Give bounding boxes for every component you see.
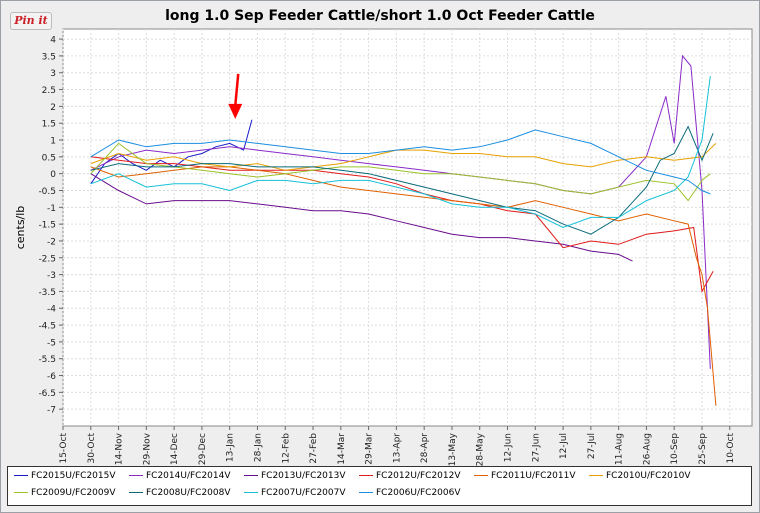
x-tick-label: 14-Mar (337, 433, 347, 465)
legend-swatch (129, 492, 143, 493)
legend-label: FC2009U/FC2009V (31, 488, 116, 498)
x-tick-label: 14-Dec (170, 433, 180, 465)
legend-item: FC2008U/FC2008V (129, 488, 231, 498)
legend-label: FC2013U/FC2013V (261, 471, 346, 481)
series-group (90, 54, 717, 406)
x-tick-label: 15-Oct (59, 433, 69, 464)
x-tick-label: 28-May (476, 432, 486, 466)
plot-area (62, 28, 753, 427)
chart-title: long 1.0 Sep Feeder Cattle/short 1.0 Oct… (165, 8, 595, 24)
x-tick-label: 12-Jul (559, 433, 569, 459)
legend-label: FC2012U/FC2012V (376, 471, 461, 481)
x-tick-label: 27-Feb (309, 433, 319, 464)
y-tick-label: -2 (47, 237, 56, 247)
y-tick-label: -6.5 (38, 389, 56, 399)
legend-swatch (359, 492, 373, 493)
legend-item: FC2012U/FC2012V (359, 471, 461, 481)
y-tick-label: 1 (50, 137, 56, 147)
y-tick-label: 0.5 (42, 153, 56, 163)
legend-label: FC2010U/FC2010V (606, 471, 691, 481)
y-tick-label: -0.5 (38, 187, 56, 197)
y-tick-label: 3.5 (42, 52, 56, 62)
x-tick-label: 10-Oct (726, 433, 736, 464)
legend-swatch (474, 475, 488, 476)
x-tick-label: 14-Nov (115, 432, 125, 465)
x-tick-label: 26-Aug (642, 433, 652, 465)
x-tick-label: 13-Apr (392, 433, 402, 463)
y-tick-label: 4 (50, 36, 56, 46)
legend-swatch (244, 492, 258, 493)
series-line (90, 76, 711, 229)
y-tick-label: -1.5 (38, 221, 56, 231)
legend-item: FC2007U/FC2007V (244, 488, 346, 498)
arrow-shaft (234, 73, 240, 106)
legend-label: FC2015U/FC2015V (31, 471, 116, 481)
legend-label: FC2014U/FC2014V (146, 471, 231, 481)
y-tick-label: -5.5 (38, 355, 56, 365)
chart-svg: 4 3.5 3 2.5 2 1.5 1 0.5 0 -0.5 -1 -1.5 -2 -2.5 -3 -3.5 -… (14, 28, 753, 466)
legend-swatch (589, 475, 603, 476)
series-line (90, 125, 714, 235)
x-tick-label: 28-Apr (420, 433, 430, 463)
x-tick-label: 29-Mar (365, 433, 375, 465)
x-tick-label: 29-Nov (142, 432, 152, 465)
legend-item: FC2006U/FC2006V (359, 488, 461, 498)
x-tick-label: 13-Jan (226, 433, 236, 462)
series-line (90, 143, 717, 171)
series-line (90, 142, 711, 202)
gridlines (62, 29, 752, 426)
x-tick-label: 27-Jul (587, 433, 597, 459)
x-tick-label: 11-Aug (615, 433, 625, 465)
y-tick-label: -7 (47, 406, 56, 416)
y-axis: 4 3.5 3 2.5 2 1.5 1 0.5 0 -0.5 -1 -1.5 -2 -2.5 -3 -3.5 -… (38, 36, 63, 416)
y-tick-label: -3.5 (38, 288, 56, 298)
series-line (90, 129, 711, 195)
legend-swatch (14, 492, 28, 493)
series-line (90, 166, 717, 406)
y-tick-label: -4 (47, 305, 56, 315)
y-tick-label: 3 (50, 69, 56, 79)
y-tick-label: -6 (47, 372, 56, 382)
x-tick-label: 30-Oct (87, 433, 97, 464)
x-tick-label: 13-May (448, 432, 458, 466)
legend-item: FC2015U/FC2015V (14, 471, 116, 481)
y-tick-label: 2 (50, 103, 56, 113)
annotation (228, 73, 243, 119)
y-tick-label: -3 (47, 271, 56, 281)
legend-item: FC2009U/FC2009V (14, 488, 116, 498)
legend-swatch (359, 475, 373, 476)
legend-label: FC2011U/FC2011V (491, 471, 576, 481)
x-tick-label: 27-Jun (531, 433, 541, 462)
legend-label: FC2007U/FC2007V (261, 488, 346, 498)
x-axis: 15-Oct 30-Oct 14-Nov 29-Nov 14-Dec 29-Dec 13-J… (59, 426, 736, 466)
y-axis-label: cents/lb (14, 206, 27, 250)
y-tick-label: -1 (47, 204, 56, 214)
y-tick-label: -5 (47, 338, 56, 348)
pin-it-button[interactable]: Pin it (10, 12, 52, 30)
y-tick-label: 0 (50, 170, 56, 180)
x-tick-label: 12-Jun (504, 433, 514, 462)
y-tick-label: -4.5 (38, 322, 56, 332)
y-tick-label: 1.5 (42, 120, 56, 130)
y-tick-label: -2.5 (38, 254, 56, 264)
series-line (90, 173, 633, 262)
legend-item: FC2014U/FC2014V (129, 471, 231, 481)
x-tick-label: 25-Sep (698, 433, 708, 465)
legend-swatch (129, 475, 143, 476)
legend-item: FC2010U/FC2010V (589, 471, 691, 481)
x-tick-label: 29-Dec (198, 433, 208, 465)
x-tick-label: 10-Sep (670, 433, 680, 465)
legend-swatch (14, 475, 28, 476)
legend-swatch (244, 475, 258, 476)
legend-item: FC2013U/FC2013V (244, 471, 346, 481)
legend-label: FC2006U/FC2006V (376, 488, 461, 498)
x-tick-label: 28-Jan (253, 433, 263, 462)
legend-label: FC2008U/FC2008V (146, 488, 231, 498)
legend: FC2015U/FC2015V FC2014U/FC2014V FC2013U/FC… (7, 466, 752, 506)
y-tick-label: 2.5 (42, 86, 56, 96)
arrow-head (228, 103, 243, 119)
legend-item: FC2011U/FC2011V (474, 471, 576, 481)
x-tick-label: 12-Feb (281, 433, 291, 464)
